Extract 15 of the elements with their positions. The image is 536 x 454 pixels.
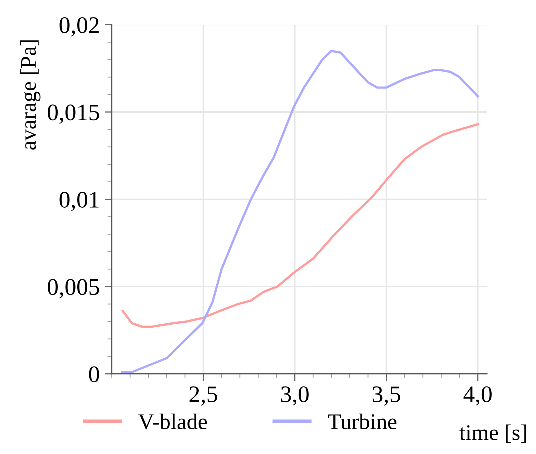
- x-tick-label: 2,5: [190, 386, 218, 406]
- legend-label: Turbine: [328, 414, 397, 430]
- line-series: [120, 50, 480, 374]
- x-tick-label: 4,0: [464, 386, 492, 406]
- y-tick-label: 0,01: [60, 192, 99, 212]
- x-axis-title: time [s]: [460, 424, 526, 444]
- y-tick-label: 0,005: [48, 279, 100, 299]
- x-tick-label: 3,5: [372, 386, 400, 406]
- y-tick-label: 0,02: [60, 17, 99, 37]
- line-series: [122, 123, 480, 328]
- x-tick-label: 3,0: [281, 386, 309, 406]
- y-tick-label: 0: [89, 366, 100, 383]
- y-tick-label: 0,015: [48, 104, 100, 124]
- y-axis-title: avarage [Pa]: [20, 40, 41, 150]
- legend-label: V-blade: [138, 414, 208, 430]
